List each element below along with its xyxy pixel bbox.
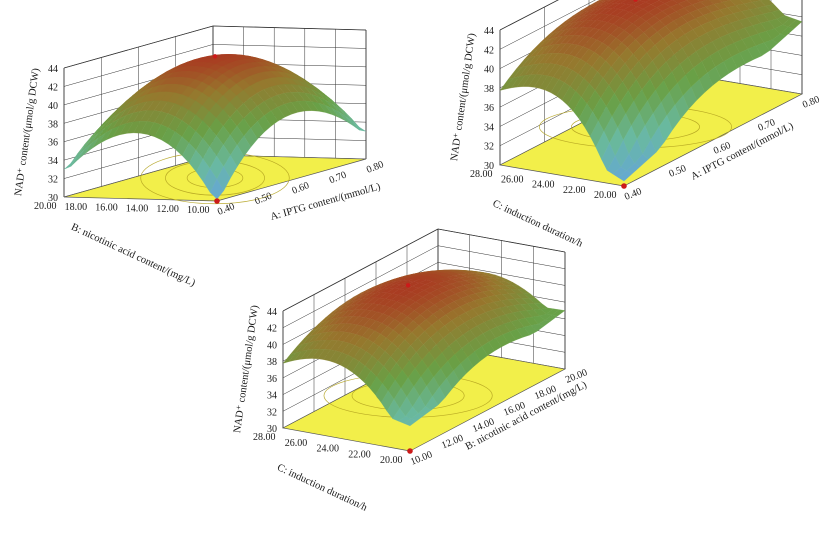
- x-tick-label: 0.80: [365, 159, 385, 176]
- y-axis-ticks: 20.00 22.00 24.00 26.00 28.00: [470, 169, 617, 201]
- y-tick-label: 20.00: [380, 455, 403, 466]
- design-point-marker: [214, 198, 220, 204]
- y-axis-ticks: 10.00 12.00 14.00 16.00 18.00 20.00: [34, 201, 210, 216]
- design-point-marker: [405, 283, 411, 288]
- z-tick-label: 38: [484, 84, 494, 95]
- design-point-marker: [212, 54, 218, 59]
- z-tick-label: 30: [48, 193, 58, 204]
- surface-cell: [345, 116, 360, 131]
- x-tick-label: 0.70: [328, 170, 348, 187]
- surface-cell: [403, 418, 418, 427]
- z-tick-label: 42: [48, 82, 58, 93]
- z-axis-title: NAD⁺ content/(μmol/g DCW): [449, 32, 478, 162]
- y-tick-label: 22.00: [563, 185, 586, 196]
- y-tick-label: 14.00: [126, 203, 149, 214]
- z-tick-label: 40: [267, 340, 277, 351]
- surface-plot-1: 0.400.500.600.700.8010.0012.0014.0016.00…: [13, 25, 385, 289]
- design-point-marker: [621, 183, 627, 189]
- z-tick-label: 34: [267, 391, 277, 402]
- z-tick-label: 32: [484, 142, 494, 153]
- y-tick-label: 22.00: [348, 449, 371, 460]
- surface-mesh: [499, 0, 803, 182]
- z-axis-title: NAD⁺ content/(μmol/g DCW): [232, 304, 261, 434]
- z-tick-label: 38: [267, 357, 277, 368]
- design-point-marker: [407, 448, 413, 454]
- z-tick-label: 44: [267, 307, 277, 318]
- y-axis-title: C: induction duration/h: [275, 462, 369, 514]
- y-tick-label: 28.00: [253, 432, 276, 443]
- z-axis-ticks: 30 32 34 36 38 40 42 44: [484, 26, 494, 172]
- z-tick-label: 40: [48, 101, 58, 112]
- z-tick-label: 30: [484, 161, 494, 172]
- surface-plot-2: 0.400.500.600.700.8020.0022.0024.0026.00…: [449, 0, 819, 250]
- wall-grid-left-7: [499, 0, 559, 31]
- z-tick-label: 34: [48, 156, 58, 167]
- y-axis-title: C: induction duration/h: [491, 198, 585, 250]
- x-tick-label: 0.80: [801, 94, 819, 111]
- y-tick-label: 24.00: [317, 444, 340, 455]
- x-tick-label: 12.00: [440, 433, 465, 452]
- z-tick-label: 36: [267, 374, 277, 385]
- y-tick-label: 12.00: [156, 204, 179, 215]
- z-tick-label: 40: [484, 65, 494, 76]
- z-axis-ticks: 30 32 34 36 38 40 42 44: [267, 307, 277, 435]
- design-point-marker: [633, 0, 638, 2]
- z-tick-label: 36: [484, 103, 494, 114]
- x-tick-label: 0.50: [668, 163, 688, 180]
- z-tick-label: 44: [48, 64, 58, 75]
- surface-mesh: [63, 54, 367, 200]
- surface-cell: [618, 170, 633, 182]
- y-tick-label: 18.00: [65, 202, 88, 213]
- surface-cell: [63, 155, 78, 170]
- wall-grid-right-6: [212, 44, 367, 49]
- surface-mesh: [282, 269, 566, 427]
- y-axis-ticks: 20.00 22.00 24.00 26.00 28.00: [253, 432, 403, 466]
- z-tick-label: 30: [267, 424, 277, 435]
- x-axis-title: A: IPTG content/(mmol/L): [269, 181, 382, 223]
- y-tick-label: 16.00: [95, 203, 118, 214]
- x-tick-label: 0.60: [291, 180, 311, 197]
- z-axis-ticks: 30 32 34 36 38 40 42 44: [48, 64, 58, 204]
- z-tick-label: 42: [484, 45, 494, 56]
- z-tick-label: 38: [48, 119, 58, 130]
- x-tick-label: 0.40: [623, 186, 643, 203]
- wall-grid-right-7: [212, 25, 367, 31]
- y-tick-label: 20.00: [594, 190, 617, 201]
- x-tick-label: 10.00: [409, 449, 434, 468]
- y-tick-label: 26.00: [285, 438, 308, 449]
- z-tick-label: 42: [267, 324, 277, 335]
- z-tick-label: 36: [48, 138, 58, 149]
- surface-cell: [209, 178, 224, 200]
- y-tick-label: 20.00: [34, 201, 57, 212]
- surface-plot-3: 10.0012.0014.0016.0018.0020.0020.0022.00…: [232, 228, 589, 514]
- z-tick-label: 44: [484, 26, 494, 37]
- y-tick-label: 26.00: [501, 174, 524, 185]
- z-tick-label: 32: [48, 175, 58, 186]
- z-tick-label: 32: [267, 407, 277, 418]
- z-tick-label: 34: [484, 122, 494, 133]
- z-axis-title: NAD⁺ content/(μmol/g DCW): [13, 67, 42, 197]
- y-axis-title: B: nicotinic acid content/(mg/L): [69, 222, 197, 289]
- y-tick-label: 28.00: [470, 169, 493, 180]
- wall-grid-left-7: [282, 228, 439, 312]
- y-tick-label: 10.00: [187, 205, 210, 216]
- y-tick-label: 24.00: [532, 180, 555, 191]
- wall-grid-left-6: [282, 245, 439, 328]
- x-tick-label: 0.50: [253, 191, 273, 208]
